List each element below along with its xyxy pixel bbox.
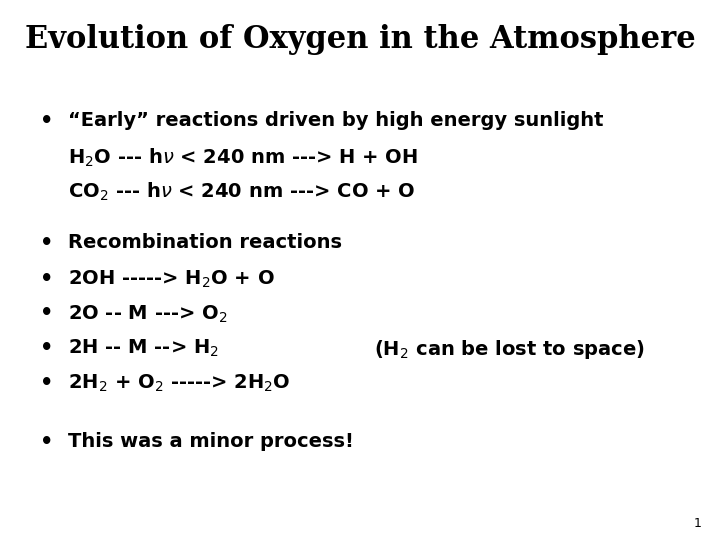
Text: •: • — [40, 111, 53, 131]
Text: •: • — [40, 373, 53, 393]
Text: 2OH -----> H$_2$O + O: 2OH -----> H$_2$O + O — [68, 269, 275, 290]
Text: 1: 1 — [694, 517, 702, 530]
Text: •: • — [40, 303, 53, 323]
Text: Recombination reactions: Recombination reactions — [68, 233, 343, 252]
Text: CO$_2$ --- h$\nu$ < 240 nm ---> CO + O: CO$_2$ --- h$\nu$ < 240 nm ---> CO + O — [68, 181, 415, 203]
Text: 2H -- M --> H$_2$: 2H -- M --> H$_2$ — [68, 338, 220, 359]
Text: •: • — [40, 338, 53, 358]
Text: 2H$_2$ + O$_2$ -----> 2H$_2$O: 2H$_2$ + O$_2$ -----> 2H$_2$O — [68, 373, 291, 394]
Text: Evolution of Oxygen in the Atmosphere: Evolution of Oxygen in the Atmosphere — [24, 24, 696, 55]
Text: This was a minor process!: This was a minor process! — [68, 432, 354, 451]
Text: •: • — [40, 233, 53, 253]
Text: H$_2$O --- h$\nu$ < 240 nm ---> H + OH: H$_2$O --- h$\nu$ < 240 nm ---> H + OH — [68, 147, 418, 169]
Text: “Early” reactions driven by high energy sunlight: “Early” reactions driven by high energy … — [68, 111, 604, 130]
Text: 2O -- M ---> O$_2$: 2O -- M ---> O$_2$ — [68, 303, 228, 325]
Text: •: • — [40, 432, 53, 452]
Text: •: • — [40, 269, 53, 289]
Text: (H$_2$ can be lost to space): (H$_2$ can be lost to space) — [374, 338, 645, 361]
